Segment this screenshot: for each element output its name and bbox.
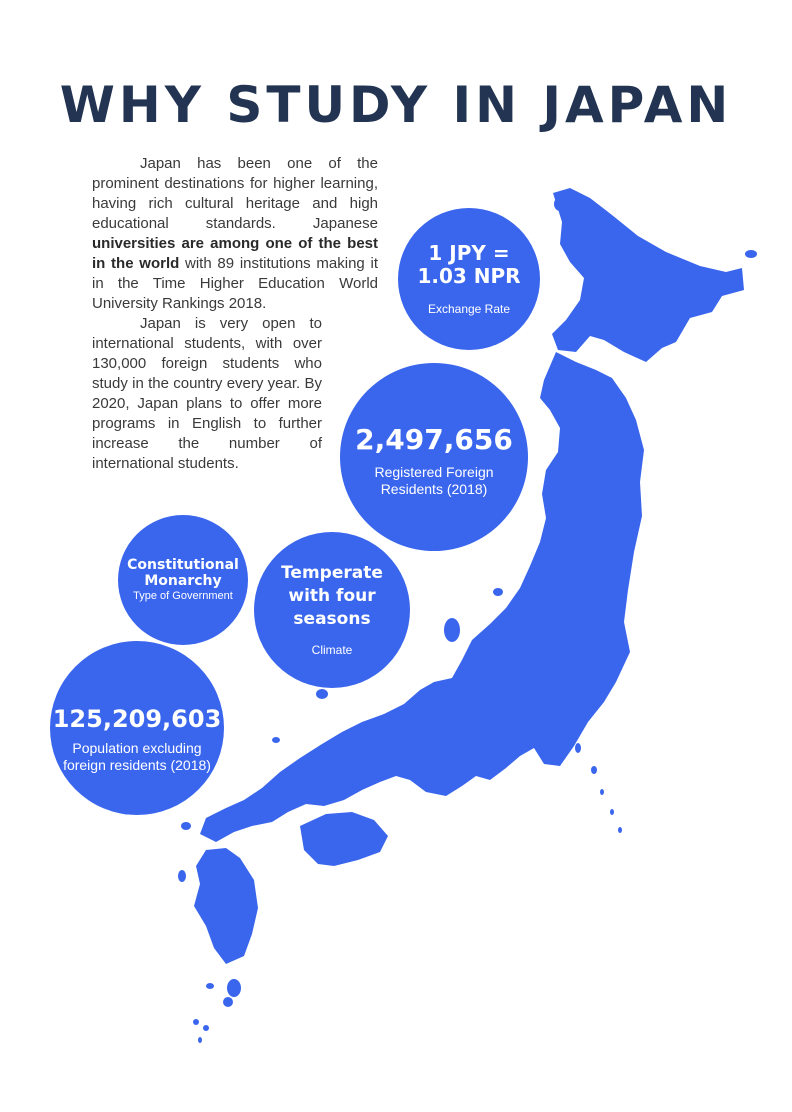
climate-bubble: Temperate with four seasons Climate: [254, 532, 410, 688]
page-title: WHY STUDY IN JAPAN: [59, 76, 733, 134]
government-label: Type of Government: [133, 589, 233, 602]
exchange-rate-value: 1 JPY = 1.03 NPR: [417, 240, 521, 288]
climate-label: Climate: [311, 643, 353, 658]
intro-text-start: Japan has been one of the prominent dest…: [92, 155, 378, 232]
population-bubble: 125,209,603 Population excluding foreign…: [50, 641, 224, 815]
population-value: 125,209,603: [52, 705, 222, 734]
foreign-residents-bubble: 2,497,656 Registered Foreign Residents (…: [340, 363, 528, 551]
government-value: Constitutional Monarchy: [127, 557, 239, 590]
intro-text: Japan has been one of the prominent dest…: [92, 154, 378, 474]
intro-text-end: with 89 institutions making it in the Ti…: [92, 255, 378, 312]
intro-highlight: universities are among one of the best i…: [92, 235, 378, 272]
population-label: Population excluding foreign residents (…: [63, 740, 211, 773]
climate-value: Temperate with four seasons: [281, 563, 383, 630]
foreign-residents-value: 2,497,656: [355, 423, 513, 457]
intro-paragraph-2: Japan is very open to international stud…: [92, 315, 322, 472]
foreign-residents-label: Registered Foreign Residents (2018): [374, 464, 494, 498]
government-bubble: Constitutional Monarchy Type of Governme…: [118, 515, 248, 645]
exchange-rate-bubble: 1 JPY = 1.03 NPR Exchange Rate: [398, 208, 540, 350]
intro-paragraph-1: Japan has been one of the prominent dest…: [92, 154, 378, 314]
exchange-rate-label: Exchange Rate: [427, 301, 511, 316]
